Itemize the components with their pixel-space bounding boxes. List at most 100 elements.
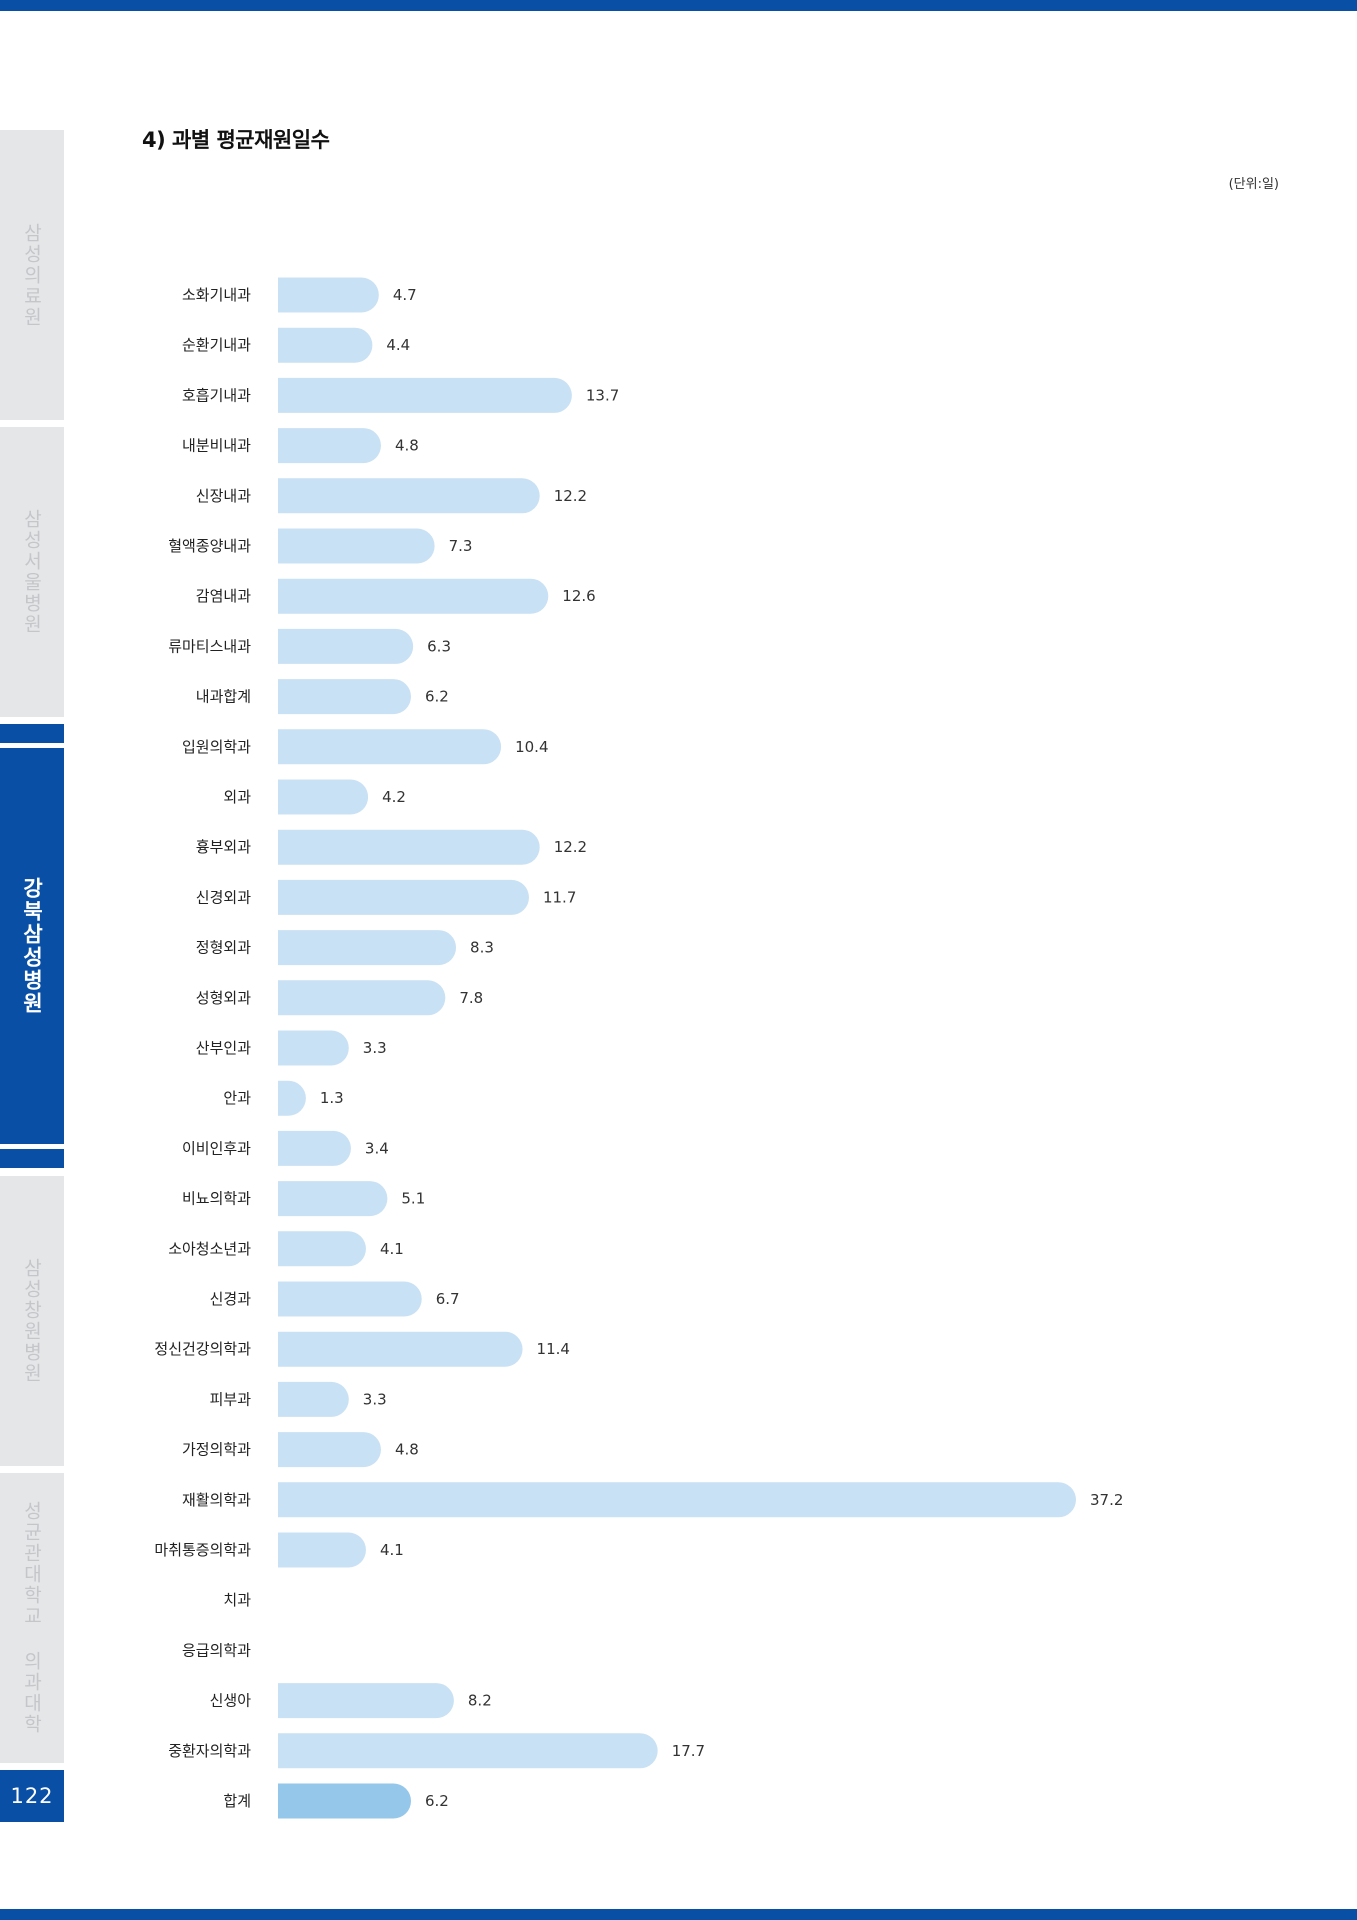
bar bbox=[278, 1080, 306, 1116]
value-label: 4.7 bbox=[393, 286, 417, 304]
value-label: 17.7 bbox=[672, 1742, 705, 1760]
bar bbox=[278, 1281, 422, 1317]
bar bbox=[278, 1130, 351, 1166]
side-tab-skku-medicine[interactable]: 성균관대학교 의과대학 bbox=[0, 1473, 64, 1763]
value-label: 12.6 bbox=[562, 587, 595, 605]
bar bbox=[278, 1381, 349, 1417]
bar bbox=[278, 729, 502, 765]
value-label: 4.2 bbox=[382, 788, 406, 806]
category-label: 비뇨의학과 bbox=[182, 1190, 251, 1208]
value-label: 6.3 bbox=[427, 637, 451, 655]
value-label: 13.7 bbox=[586, 386, 619, 404]
category-label: 신장내과 bbox=[196, 487, 251, 505]
value-label: 37.2 bbox=[1090, 1491, 1123, 1509]
section-title: 4) 과별 평균재원일수 bbox=[142, 128, 330, 152]
category-label: 산부인과 bbox=[196, 1039, 251, 1057]
bar bbox=[278, 1683, 454, 1719]
category-label: 감염내과 bbox=[196, 587, 251, 605]
value-label: 4.1 bbox=[380, 1240, 404, 1258]
value-label: 4.8 bbox=[395, 1441, 419, 1459]
bar bbox=[278, 879, 529, 915]
value-label: 12.2 bbox=[554, 838, 587, 856]
value-label: 3.3 bbox=[363, 1039, 387, 1057]
side-tab-label: 삼성서울병원 bbox=[20, 509, 43, 635]
side-tab-kangbuk-samsung-hospital[interactable]: 강북삼성병원 bbox=[0, 748, 64, 1144]
category-label: 소화기내과 bbox=[182, 286, 251, 304]
category-label: 마취통증의학과 bbox=[154, 1541, 251, 1559]
category-label: 피부과 bbox=[210, 1390, 252, 1408]
value-label: 11.4 bbox=[537, 1340, 570, 1358]
unit-note: (단위:일) bbox=[1228, 177, 1279, 192]
bar bbox=[278, 277, 379, 313]
category-label: 호흡기내과 bbox=[182, 386, 251, 404]
value-label: 4.8 bbox=[395, 437, 419, 455]
side-tab-label: 강북삼성병원 bbox=[20, 877, 44, 1015]
bar bbox=[278, 980, 446, 1016]
bar bbox=[278, 1331, 523, 1367]
category-label: 중환자의학과 bbox=[168, 1742, 251, 1760]
category-label: 순환기내과 bbox=[182, 336, 251, 354]
bar-total bbox=[278, 1783, 411, 1819]
category-label: 류마티스내과 bbox=[168, 637, 251, 655]
bar bbox=[278, 428, 381, 464]
value-label: 10.4 bbox=[515, 738, 548, 756]
category-label: 내과합계 bbox=[196, 688, 251, 706]
category-label: 응급의학과 bbox=[182, 1641, 251, 1659]
side-tab-samsung-seoul-hospital[interactable]: 삼성서울병원 bbox=[0, 427, 64, 717]
category-label: 소아청소년과 bbox=[168, 1240, 251, 1258]
category-label: 혈액종양내과 bbox=[168, 537, 251, 555]
bar bbox=[278, 327, 373, 363]
value-label: 4.1 bbox=[380, 1541, 404, 1559]
bar bbox=[278, 377, 572, 413]
bar bbox=[278, 478, 540, 514]
bar bbox=[278, 628, 414, 664]
value-label: 11.7 bbox=[543, 888, 576, 906]
side-tab-band-top bbox=[0, 724, 64, 743]
category-label: 신경과 bbox=[210, 1290, 252, 1308]
category-label: 입원의학과 bbox=[182, 738, 251, 756]
side-tab-band-bottom bbox=[0, 1149, 64, 1168]
value-label: 3.4 bbox=[365, 1139, 389, 1157]
category-label: 신생아 bbox=[210, 1692, 252, 1710]
value-label: 3.3 bbox=[363, 1390, 387, 1408]
bar bbox=[278, 1482, 1076, 1518]
category-label: 정신건강의학과 bbox=[154, 1340, 251, 1358]
bar bbox=[278, 679, 411, 715]
bar bbox=[278, 779, 369, 815]
category-label: 신경외과 bbox=[196, 888, 251, 906]
category-label: 흉부외과 bbox=[196, 838, 251, 856]
bar bbox=[278, 930, 457, 966]
value-label: 12.2 bbox=[554, 487, 587, 505]
top-accent-bar bbox=[0, 0, 1357, 11]
category-label: 내분비내과 bbox=[182, 437, 251, 455]
value-label: 1.3 bbox=[320, 1089, 344, 1107]
bar bbox=[278, 578, 549, 614]
bar bbox=[278, 1231, 366, 1267]
bar bbox=[278, 1030, 349, 1066]
side-tab-label: 성균관대학교 의과대학 bbox=[20, 1501, 43, 1735]
side-tab-samsung-changwon-hospital[interactable]: 삼성창원병원 bbox=[0, 1176, 64, 1466]
category-label: 정형외과 bbox=[196, 939, 251, 957]
value-label: 7.3 bbox=[449, 537, 473, 555]
value-label: 8.2 bbox=[468, 1692, 492, 1710]
bar bbox=[278, 1532, 366, 1568]
value-label: 4.4 bbox=[386, 336, 410, 354]
bar bbox=[278, 1733, 658, 1769]
category-label: 가정의학과 bbox=[182, 1441, 251, 1459]
category-label: 외과 bbox=[223, 788, 251, 806]
side-tab-label: 삼성창원병원 bbox=[20, 1258, 43, 1384]
value-label: 8.3 bbox=[470, 939, 494, 957]
category-label: 성형외과 bbox=[196, 989, 251, 1007]
bar bbox=[278, 528, 435, 564]
side-tab-label: 삼성의료원 bbox=[20, 222, 43, 328]
category-label: 안과 bbox=[223, 1089, 251, 1107]
category-label: 치과 bbox=[223, 1591, 251, 1609]
value-label: 6.2 bbox=[425, 1792, 449, 1810]
value-label: 7.8 bbox=[459, 989, 483, 1007]
bottom-accent-bar bbox=[0, 1909, 1357, 1920]
side-tab-samsung-medical-center[interactable]: 삼성의료원 bbox=[0, 130, 64, 420]
category-label: 재활의학과 bbox=[182, 1491, 251, 1509]
bar bbox=[278, 1432, 381, 1468]
category-label: 이비인후과 bbox=[182, 1139, 251, 1157]
